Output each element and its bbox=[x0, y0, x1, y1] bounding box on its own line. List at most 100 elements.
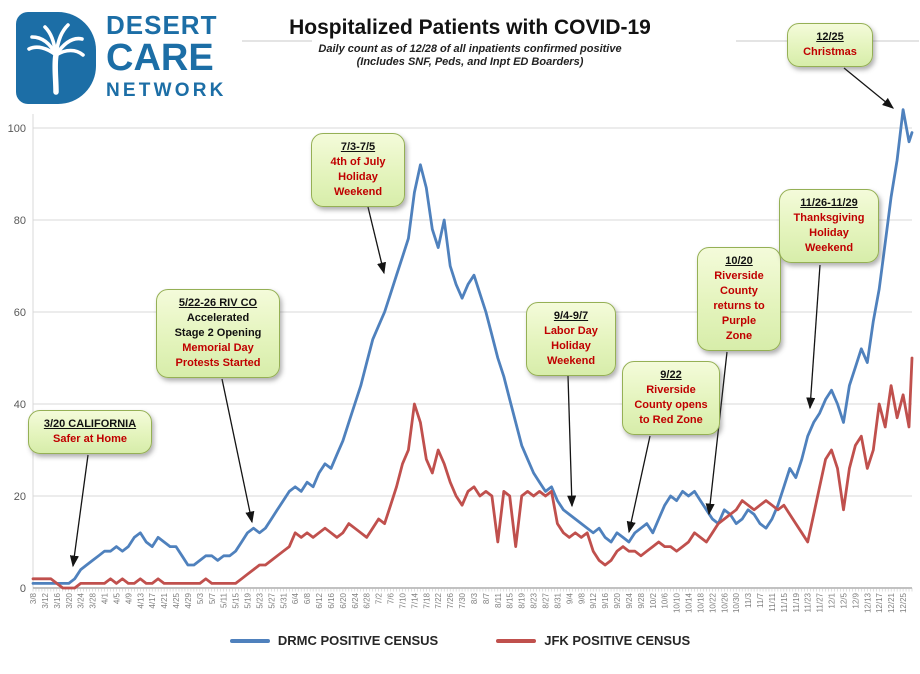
chart-header: Hospitalized Patients with COVID-19 Dail… bbox=[230, 16, 710, 68]
x-axis-label: 6/16 bbox=[327, 592, 336, 608]
callout-line: Weekend bbox=[804, 242, 854, 254]
y-axis-label-60: 60 bbox=[14, 307, 26, 319]
x-axis-label: 12/21 bbox=[887, 592, 896, 613]
x-axis-label: 12/13 bbox=[863, 592, 872, 613]
x-axis-label: 3/8 bbox=[29, 592, 38, 604]
callout-line: Riverside bbox=[714, 270, 764, 282]
x-axis-label: 9/20 bbox=[613, 592, 622, 608]
x-axis-label: 8/11 bbox=[494, 592, 503, 608]
x-axis-label: 8/23 bbox=[530, 592, 539, 608]
jfk-line-swatch bbox=[496, 638, 537, 643]
x-axis-label: 12/17 bbox=[875, 592, 884, 613]
callout-red-zone: 9/22 Riverside County opens to Red Zone bbox=[622, 361, 720, 435]
x-axis-label: 12/9 bbox=[851, 592, 860, 608]
x-axis-label: 7/18 bbox=[422, 592, 431, 608]
x-axis-label: 7/14 bbox=[410, 592, 419, 608]
chart-legend: DRMC POSITIVE CENSUS JFK POSITIVE CENSUS bbox=[0, 633, 920, 648]
x-axis-label: 5/27 bbox=[267, 592, 276, 608]
callout-line: 4th of July bbox=[330, 156, 386, 168]
y-axis-label-80: 80 bbox=[14, 215, 26, 227]
x-axis-label: 11/7 bbox=[756, 592, 765, 608]
series-line-drmc bbox=[31, 108, 914, 585]
x-axis-label: 5/11 bbox=[220, 592, 229, 608]
callout-line: Thanksgiving bbox=[793, 212, 865, 224]
callout-july-4th: 7/3-7/5 4th of July Holiday Weekend bbox=[311, 133, 405, 207]
chart-title: Hospitalized Patients with COVID-19 bbox=[289, 16, 651, 39]
callout-labor-day: 9/4-9/7 Labor Day Holiday Weekend bbox=[526, 302, 616, 376]
callout-riv-co-stage2: 5/22-26 RIV CO Accelerated Stage 2 Opening… bbox=[156, 289, 280, 378]
callout-line: Holiday bbox=[551, 340, 591, 352]
callout-line: 9/4-9/7 bbox=[553, 310, 589, 322]
chart-subtitle-1: Daily count as of 12/28 of all inpatient… bbox=[318, 43, 622, 55]
callout-line: Holiday bbox=[338, 171, 378, 183]
callout-line: 5/22-26 RIV CO bbox=[178, 297, 258, 309]
x-axis-label: 11/19 bbox=[792, 592, 801, 612]
y-axis-label-100: 100 bbox=[8, 123, 26, 135]
x-axis-label: 8/19 bbox=[518, 592, 527, 608]
callout-line: Purple bbox=[721, 315, 757, 327]
legend-item-jfk: JFK POSITIVE CENSUS bbox=[496, 633, 690, 648]
callout-line: Zone bbox=[725, 330, 753, 342]
x-axis-label: 9/12 bbox=[589, 592, 598, 608]
x-axis-label: 5/31 bbox=[279, 592, 288, 608]
callout-christmas: 12/25 Christmas bbox=[787, 23, 873, 67]
desert-care-network-logo: DESERT CARE NETWORK bbox=[16, 12, 227, 104]
y-axis-label-0: 0 bbox=[20, 583, 26, 595]
callout-line: Labor Day bbox=[544, 325, 598, 337]
x-axis-label: 3/12 bbox=[41, 592, 50, 608]
callout-line: Safer at Home bbox=[53, 433, 127, 445]
x-axis-label: 4/29 bbox=[184, 592, 193, 608]
x-axis-label: 11/15 bbox=[780, 592, 789, 612]
x-axis-label: 8/27 bbox=[542, 592, 551, 608]
logo-word-desert: DESERT bbox=[106, 10, 218, 40]
annotation-arrow-riv-co-stage2 bbox=[221, 378, 255, 524]
x-axis-label: 5/7 bbox=[208, 592, 217, 604]
x-axis-label: 4/21 bbox=[160, 592, 169, 608]
x-axis-label: 6/8 bbox=[303, 592, 312, 604]
callout-line: 11/26-11/29 bbox=[800, 197, 858, 209]
x-axis-label: 7/22 bbox=[434, 592, 443, 608]
annotation-arrow-red-zone bbox=[626, 435, 651, 534]
x-axis-label: 11/3 bbox=[744, 592, 753, 608]
x-axis-label: 7/26 bbox=[446, 592, 455, 608]
x-axis-label: 12/5 bbox=[839, 592, 848, 608]
callout-line: 10/20 bbox=[725, 255, 753, 267]
x-axis-label: 7/6 bbox=[387, 592, 396, 604]
legend-item-drmc: DRMC POSITIVE CENSUS bbox=[229, 633, 439, 648]
x-axis-label: 4/9 bbox=[124, 592, 133, 604]
x-axis-label: 3/28 bbox=[89, 592, 98, 608]
callout-safer-at-home: 3/20 CALIFORNIA Safer at Home bbox=[28, 410, 152, 454]
jfk-legend-label: JFK POSITIVE CENSUS bbox=[544, 633, 691, 648]
logo-wordmark: DESERT CARE NETWORK bbox=[106, 12, 227, 100]
callout-line: to Red Zone bbox=[639, 414, 703, 426]
logo-word-network: NETWORK bbox=[106, 80, 227, 101]
x-axis-label: 8/31 bbox=[553, 592, 562, 608]
x-axis-label: 9/4 bbox=[565, 592, 574, 604]
x-axis-label: 8/7 bbox=[482, 592, 491, 604]
callout-line: Stage 2 Opening bbox=[174, 327, 262, 339]
x-axis-label: 9/8 bbox=[577, 592, 586, 604]
x-axis-label: 10/26 bbox=[720, 592, 729, 613]
annotation-arrow-purple-zone bbox=[705, 351, 728, 516]
x-axis-label: 6/28 bbox=[363, 592, 372, 608]
x-axis-label: 4/25 bbox=[172, 592, 181, 608]
x-axis-label: 10/14 bbox=[685, 592, 694, 613]
x-axis-label: 6/4 bbox=[291, 592, 300, 604]
drmc-legend-label: DRMC POSITIVE CENSUS bbox=[277, 633, 439, 648]
annotation-arrow-christmas bbox=[843, 67, 895, 109]
x-axis-label: 10/10 bbox=[673, 592, 682, 613]
x-axis-label: 3/20 bbox=[65, 592, 74, 608]
x-axis-label: 5/19 bbox=[244, 592, 253, 608]
callout-line: returns to bbox=[713, 300, 765, 312]
callout-line: Weekend bbox=[333, 186, 383, 198]
x-axis-label: 8/15 bbox=[506, 592, 515, 608]
y-axis-label-40: 40 bbox=[14, 399, 26, 411]
x-axis-label: 4/1 bbox=[101, 592, 110, 604]
x-axis-label: 9/24 bbox=[625, 592, 634, 608]
y-axis-label-20: 20 bbox=[14, 491, 26, 503]
callout-line: Christmas bbox=[803, 46, 857, 58]
logo-palm-icon bbox=[16, 12, 96, 104]
x-axis-label: 3/16 bbox=[53, 592, 62, 608]
x-axis-label: 7/10 bbox=[398, 592, 407, 608]
